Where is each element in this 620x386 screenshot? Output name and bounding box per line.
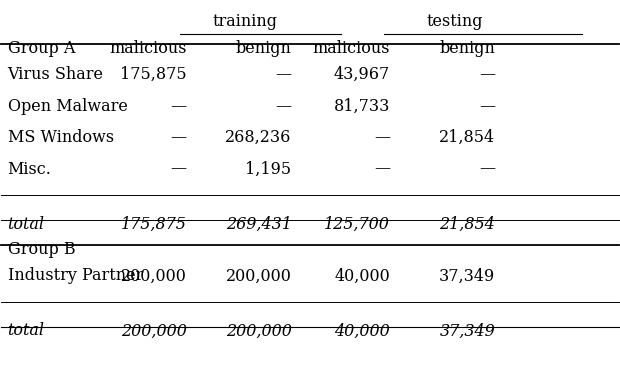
Text: —: —: [170, 161, 187, 178]
Text: Group B: Group B: [7, 241, 75, 258]
Text: 269,431: 269,431: [226, 215, 291, 233]
Text: testing: testing: [427, 13, 484, 30]
Text: Open Malware: Open Malware: [7, 98, 128, 115]
Text: —: —: [374, 161, 390, 178]
Text: —: —: [170, 98, 187, 115]
Text: 21,854: 21,854: [439, 129, 495, 146]
Text: benign: benign: [236, 40, 291, 57]
Text: MS Windows: MS Windows: [7, 129, 113, 146]
Text: 37,349: 37,349: [439, 267, 495, 284]
Text: —: —: [275, 98, 291, 115]
Text: Misc.: Misc.: [7, 161, 51, 178]
Text: 200,000: 200,000: [226, 322, 291, 339]
Text: 268,236: 268,236: [225, 129, 291, 146]
Text: 200,000: 200,000: [226, 267, 291, 284]
Text: 43,967: 43,967: [334, 66, 390, 83]
Text: total: total: [7, 215, 45, 233]
Text: 37,349: 37,349: [440, 322, 495, 339]
Text: Group A: Group A: [7, 40, 75, 57]
Text: training: training: [213, 13, 278, 30]
Text: —: —: [275, 66, 291, 83]
Text: —: —: [479, 98, 495, 115]
Text: 200,000: 200,000: [121, 322, 187, 339]
Text: 125,700: 125,700: [324, 215, 390, 233]
Text: 175,875: 175,875: [121, 215, 187, 233]
Text: benign: benign: [440, 40, 495, 57]
Text: 1,195: 1,195: [246, 161, 291, 178]
Text: 40,000: 40,000: [334, 267, 390, 284]
Text: malicious: malicious: [109, 40, 187, 57]
Text: 81,733: 81,733: [334, 98, 390, 115]
Text: 40,000: 40,000: [334, 322, 390, 339]
Text: Industry Partner: Industry Partner: [7, 267, 143, 284]
Text: —: —: [170, 129, 187, 146]
Text: total: total: [7, 322, 45, 339]
Text: malicious: malicious: [312, 40, 390, 57]
Text: 21,854: 21,854: [440, 215, 495, 233]
Text: —: —: [374, 129, 390, 146]
Text: —: —: [479, 66, 495, 83]
Text: —: —: [479, 161, 495, 178]
Text: Virus Share: Virus Share: [7, 66, 104, 83]
Text: 200,000: 200,000: [121, 267, 187, 284]
Text: 175,875: 175,875: [120, 66, 187, 83]
